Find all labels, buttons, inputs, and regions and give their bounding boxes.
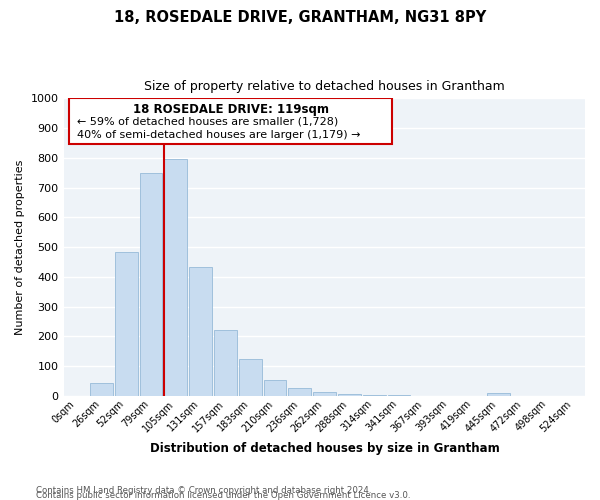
Bar (189, 266, 212, 396)
Bar (313, 392, 336, 396)
Text: Contains public sector information licensed under the Open Government Licence v3: Contains public sector information licen… (36, 491, 410, 500)
Bar (115, 252, 137, 396)
X-axis label: Distribution of detached houses by size in Grantham: Distribution of detached houses by size … (149, 442, 499, 455)
Bar (289, 388, 311, 396)
Title: Size of property relative to detached houses in Grantham: Size of property relative to detached ho… (144, 80, 505, 93)
Bar (164, 160, 187, 396)
Bar (90, 382, 113, 396)
Bar (363, 395, 386, 396)
Bar (239, 359, 262, 396)
Bar (214, 330, 237, 396)
Text: 18, ROSEDALE DRIVE, GRANTHAM, NG31 8PY: 18, ROSEDALE DRIVE, GRANTHAM, NG31 8PY (114, 10, 486, 25)
Bar (140, 172, 163, 396)
Bar (487, 393, 509, 396)
Y-axis label: Number of detached properties: Number of detached properties (15, 160, 25, 335)
Bar (263, 380, 286, 396)
Text: Contains HM Land Registry data © Crown copyright and database right 2024.: Contains HM Land Registry data © Crown c… (36, 486, 371, 495)
FancyBboxPatch shape (70, 98, 392, 144)
Text: 40% of semi-detached houses are larger (1,179) →: 40% of semi-detached houses are larger (… (77, 130, 361, 140)
Text: ← 59% of detached houses are smaller (1,728): ← 59% of detached houses are smaller (1,… (77, 117, 338, 127)
Text: 18 ROSEDALE DRIVE: 119sqm: 18 ROSEDALE DRIVE: 119sqm (133, 103, 329, 116)
Bar (338, 394, 361, 396)
